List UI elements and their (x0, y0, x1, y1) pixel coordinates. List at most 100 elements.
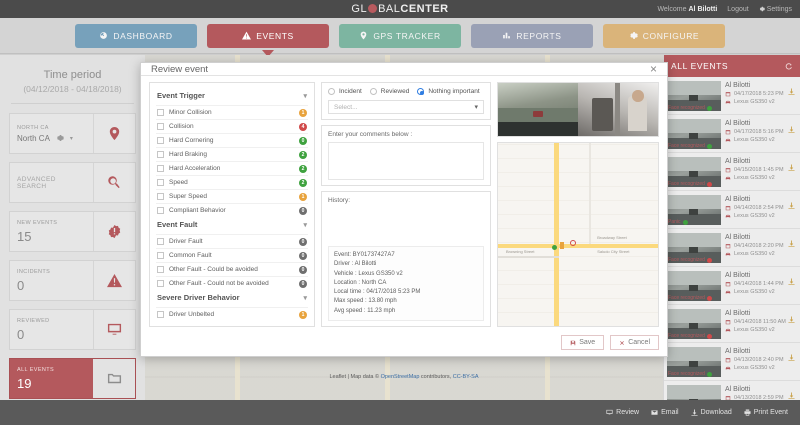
event-download-button[interactable] (788, 120, 795, 138)
checkbox-row[interactable]: Super Speed 1 (156, 189, 308, 203)
event-thumbnail[interactable] (667, 385, 721, 400)
checkbox[interactable] (157, 193, 164, 200)
event-download-button[interactable] (788, 158, 795, 176)
checkbox-row[interactable]: Hard Acceleration 2 (156, 161, 308, 175)
checkbox-row[interactable]: Hard Braking 2 (156, 147, 308, 161)
openstreetmap-link[interactable]: OpenStreetMap (380, 374, 420, 380)
chevron-down-icon[interactable]: ▾ (69, 135, 73, 142)
checkbox-row[interactable]: Hard Cornering 0 (156, 133, 308, 147)
event-download-button[interactable] (788, 234, 795, 252)
event-thumbnail[interactable] (667, 347, 721, 377)
reviewed-card[interactable]: REVIEWED 0 (9, 309, 136, 350)
tab-dashboard[interactable]: DASHBOARD (75, 23, 197, 48)
chevron-down-icon[interactable]: ▾ (303, 92, 307, 100)
all-events-card[interactable]: ALL EVENTS 19 (9, 358, 136, 399)
checkbox-row[interactable]: Speed 2 (156, 175, 308, 189)
checkbox[interactable] (157, 151, 164, 158)
tab-gps-tracker[interactable]: GPS TRACKER (339, 23, 461, 48)
logout-link[interactable]: Logout (727, 5, 749, 13)
events-panel[interactable]: ALL EVENTS Al Bilotti 04/17/2018 5:23 PM L… (663, 55, 800, 400)
license-link[interactable]: CC-BY-SA (452, 374, 479, 380)
events-list[interactable]: Al Bilotti 04/17/2018 5:23 PM Lexus GS350 … (664, 77, 800, 400)
checkbox-row[interactable]: Compliant Behavior 0 (156, 203, 308, 217)
time-period-range[interactable]: (04/12/2018 - 04/18/2018) (23, 84, 122, 94)
event-thumbnail[interactable] (667, 309, 721, 339)
region-card[interactable]: NORTH CA North CA ▾ (9, 113, 136, 154)
tab-reports[interactable]: REPORTS (471, 23, 593, 48)
checkbox[interactable] (157, 165, 164, 172)
radio-nothing-important[interactable] (417, 88, 425, 95)
chevron-down-icon[interactable]: ▾ (303, 221, 307, 229)
event-download-button[interactable] (788, 348, 795, 366)
list-item[interactable]: Al Bilotti 04/14/2018 2:54 PM Lexus GS350 … (664, 191, 800, 229)
event-thumbnail[interactable] (667, 81, 721, 111)
start-marker-icon[interactable] (552, 245, 558, 251)
comments-input[interactable] (328, 142, 484, 180)
radio-incident[interactable] (328, 88, 335, 95)
event-download-button[interactable] (788, 196, 795, 214)
close-icon[interactable]: × (649, 62, 657, 76)
review-button[interactable]: Review (606, 409, 639, 416)
email-button[interactable]: Email (651, 409, 679, 416)
checkbox-row[interactable]: Common Fault 0 (156, 248, 308, 262)
leaflet-link[interactable]: Leaflet (329, 374, 347, 380)
event-thumbnail[interactable] (667, 119, 721, 149)
checkbox[interactable] (157, 123, 164, 130)
event-download-button[interactable] (788, 310, 795, 328)
group-header[interactable]: Severe Driver Behavior ▾ (156, 290, 308, 307)
list-item[interactable]: Al Bilotti 04/13/2018 2:40 PM Lexus GS350 … (664, 343, 800, 381)
checkbox-row[interactable]: Collision 4 (156, 119, 308, 133)
tab-configure[interactable]: CONFIGURE (603, 23, 725, 48)
event-thumbnail[interactable] (667, 233, 721, 263)
list-item[interactable]: Al Bilotti 04/17/2018 5:23 PM Lexus GS350 … (664, 77, 800, 115)
event-thumbnail[interactable] (667, 271, 721, 301)
incidents-card[interactable]: INCIDENTS 0 (9, 260, 136, 301)
event-marker-icon[interactable] (560, 241, 565, 249)
checkbox-row[interactable]: Minor Collision 1 (156, 105, 308, 119)
list-item[interactable]: Al Bilotti 04/14/2018 1:44 PM Lexus GS350 … (664, 267, 800, 305)
group-header[interactable]: Event Fault ▾ (156, 217, 308, 234)
gear-icon[interactable] (56, 134, 64, 142)
new-events-card[interactable]: NEW EVENTS 15 (9, 211, 136, 252)
event-thumbnail[interactable] (667, 195, 721, 225)
checkbox-row[interactable]: Other Fault - Could not be avoided 0 (156, 276, 308, 290)
reason-select[interactable]: Select... ▾ (328, 100, 484, 114)
event-download-button[interactable] (788, 272, 795, 290)
advanced-search-card[interactable]: ADVANCED SEARCH (9, 162, 136, 203)
checkbox-row[interactable]: Driver Fault 0 (156, 234, 308, 248)
checkbox-row[interactable]: Driver Unbelted 1 (156, 307, 308, 321)
checkbox[interactable] (157, 137, 164, 144)
event-location-map[interactable]: Browning Street Broadway Street Saludo C… (497, 142, 659, 327)
print-event-button[interactable]: Print Event (744, 409, 788, 416)
cancel-button[interactable]: Cancel (610, 335, 659, 350)
list-item[interactable]: Al Bilotti 04/14/2018 2:20 PM Lexus GS350 … (664, 229, 800, 267)
end-marker-icon[interactable] (570, 239, 576, 246)
checkbox[interactable] (157, 280, 164, 287)
event-download-button[interactable] (788, 82, 795, 100)
download-button[interactable]: Download (691, 409, 732, 416)
list-item[interactable]: Al Bilotti 04/14/2018 11:50 AM Lexus GS350… (664, 305, 800, 343)
checkbox[interactable] (157, 207, 164, 214)
checkbox[interactable] (157, 179, 164, 186)
checkbox[interactable] (157, 311, 164, 318)
save-button[interactable]: Save (561, 335, 605, 350)
event-thumbnail[interactable] (667, 157, 721, 187)
event-download-button[interactable] (788, 386, 795, 400)
list-item[interactable]: Al Bilotti 04/15/2018 1:45 PM Lexus GS350 … (664, 153, 800, 191)
group-header[interactable]: Event Trigger ▾ (156, 88, 308, 105)
checkbox[interactable] (157, 252, 164, 259)
checkbox[interactable] (157, 109, 164, 116)
chevron-down-icon[interactable]: ▾ (303, 294, 307, 302)
envelope-icon (651, 410, 658, 415)
tab-events[interactable]: EVENTS (207, 23, 329, 57)
list-item[interactable]: Al Bilotti 04/17/2018 5:16 PM Lexus GS350 … (664, 115, 800, 153)
checkbox[interactable] (157, 266, 164, 273)
modal-title: Review event (151, 63, 209, 75)
video-preview[interactable] (497, 82, 659, 137)
radio-reviewed[interactable] (369, 88, 377, 95)
checkbox-row[interactable]: Other Fault - Could be avoided 0 (156, 262, 308, 276)
checkbox[interactable] (157, 238, 164, 245)
refresh-icon[interactable] (784, 62, 793, 71)
settings-link[interactable]: Settings (759, 6, 792, 13)
